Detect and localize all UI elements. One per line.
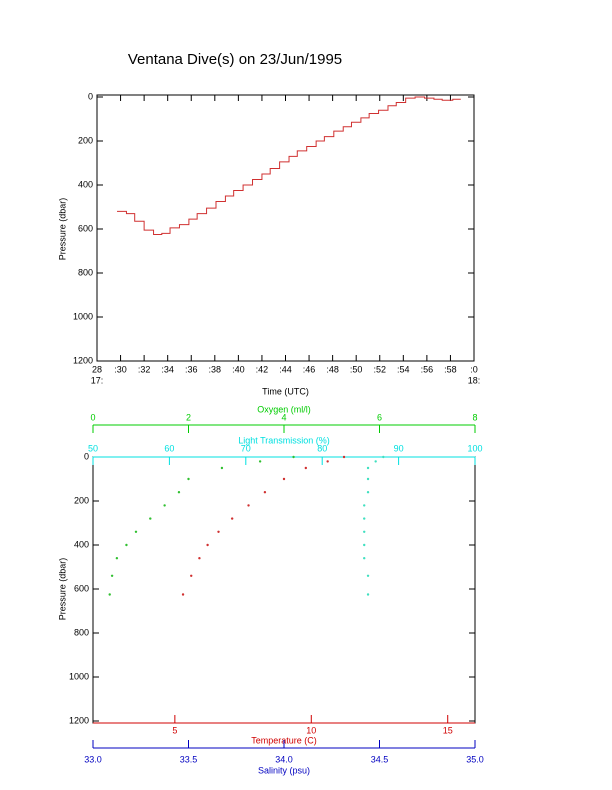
x-tick-label: :32 xyxy=(138,364,151,374)
x-tick-label: :48 xyxy=(326,364,339,374)
x-tick-label: :52 xyxy=(373,364,386,374)
x-tick-label: :42 xyxy=(256,364,269,374)
data-point xyxy=(206,543,209,547)
data-point xyxy=(363,517,366,520)
x-tick-label: 8 xyxy=(472,412,477,422)
data-point xyxy=(125,543,128,547)
data-point xyxy=(110,574,114,577)
x-tick-label: 4 xyxy=(281,412,286,422)
x-tick-label: 2 xyxy=(186,412,191,422)
plot-frame xyxy=(96,94,475,362)
data-point xyxy=(366,574,370,577)
y-tick-label: 0 xyxy=(88,91,93,101)
y-tick-label: 800 xyxy=(78,267,93,277)
y-tick-label: 0 xyxy=(84,451,89,461)
x-tick-label: :50 xyxy=(350,364,363,374)
x-tick-label: 60 xyxy=(164,443,174,453)
data-point xyxy=(374,460,377,463)
x-tick-label: 50 xyxy=(88,443,98,453)
x-axis-title: Time (UTC) xyxy=(262,386,309,396)
data-point xyxy=(363,557,366,560)
data-point xyxy=(198,557,201,560)
data-point xyxy=(181,593,185,596)
x-tick-label: 35.0 xyxy=(466,754,484,764)
y-axis-title: Pressure (dbar) xyxy=(57,558,67,621)
x-tick-label: 10 xyxy=(306,725,316,735)
y-tick-label: 800 xyxy=(74,627,89,637)
data-point xyxy=(108,593,111,596)
y-tick-label: 400 xyxy=(74,539,89,549)
data-point xyxy=(366,491,370,494)
chart-title: Ventana Dive(s) on 23/Jun/1995 xyxy=(128,51,342,68)
x-tick-label: :56 xyxy=(421,364,434,374)
x-tick-label: 5 xyxy=(172,725,177,735)
data-point xyxy=(304,466,308,470)
x-hour-label: 17: xyxy=(91,375,104,385)
y-tick-label: 1000 xyxy=(69,671,89,681)
data-point xyxy=(230,517,234,520)
x-hour-label: 18: xyxy=(468,375,481,385)
x-tick-label: 33.5 xyxy=(180,754,198,764)
y-axis-title: Pressure (dbar) xyxy=(57,198,67,261)
y-tick-label: 200 xyxy=(74,495,89,505)
data-point xyxy=(342,455,346,459)
plot-frame xyxy=(92,456,476,724)
x-tick-label: :0 xyxy=(470,364,478,374)
data-point xyxy=(115,557,119,560)
y-tick-label: 400 xyxy=(78,179,93,189)
data-point xyxy=(363,543,366,547)
x-tick-label: :36 xyxy=(185,364,198,374)
data-point xyxy=(382,455,385,459)
y-tick-label: 1200 xyxy=(69,715,89,725)
x-tick-label: 15 xyxy=(443,725,453,735)
data-point xyxy=(363,530,366,533)
data-point xyxy=(177,491,181,494)
x-tick-label: 34.0 xyxy=(275,754,293,764)
x-tick-label: 28 xyxy=(92,364,102,374)
y-tick-label: 600 xyxy=(74,583,89,593)
y-tick-label: 600 xyxy=(78,223,93,233)
data-point xyxy=(217,530,220,533)
x-axis-title: Oxygen (ml/l) xyxy=(257,404,311,414)
data-point xyxy=(282,477,286,481)
data-point xyxy=(363,504,366,507)
x-tick-label: :46 xyxy=(303,364,316,374)
data-line xyxy=(117,96,461,235)
x-tick-label: :58 xyxy=(444,364,457,374)
x-tick-label: :54 xyxy=(397,364,410,374)
data-point xyxy=(220,466,224,470)
y-tick-label: 1000 xyxy=(73,311,93,321)
x-tick-label: 34.5 xyxy=(371,754,389,764)
x-tick-label: :34 xyxy=(161,364,174,374)
x-tick-label: 80 xyxy=(317,443,327,453)
data-point xyxy=(366,593,370,596)
data-point xyxy=(292,455,295,459)
x-tick-label: 33.0 xyxy=(84,754,102,764)
data-point xyxy=(187,477,190,481)
x-tick-label: 6 xyxy=(377,412,382,422)
data-point xyxy=(366,466,370,470)
data-point xyxy=(258,460,262,463)
data-point xyxy=(163,504,166,507)
x-tick-label: :40 xyxy=(232,364,245,374)
data-point xyxy=(247,504,250,507)
x-tick-label: :44 xyxy=(279,364,292,374)
data-point xyxy=(366,477,370,481)
x-axis-title: Light Transmission (%) xyxy=(238,435,330,445)
x-tick-label: 90 xyxy=(394,443,404,453)
x-tick-label: :38 xyxy=(209,364,222,374)
x-tick-label: :30 xyxy=(114,364,127,374)
x-axis-title: Salinity (psu) xyxy=(258,765,310,775)
data-point xyxy=(326,460,329,463)
y-tick-label: 1200 xyxy=(73,355,93,365)
data-point xyxy=(134,530,138,533)
x-tick-label: 0 xyxy=(90,412,95,422)
y-tick-label: 200 xyxy=(78,135,93,145)
data-point xyxy=(190,574,193,577)
x-tick-label: 100 xyxy=(467,443,482,453)
data-point xyxy=(263,491,267,494)
x-tick-label: 70 xyxy=(241,443,251,453)
data-point xyxy=(149,517,152,520)
